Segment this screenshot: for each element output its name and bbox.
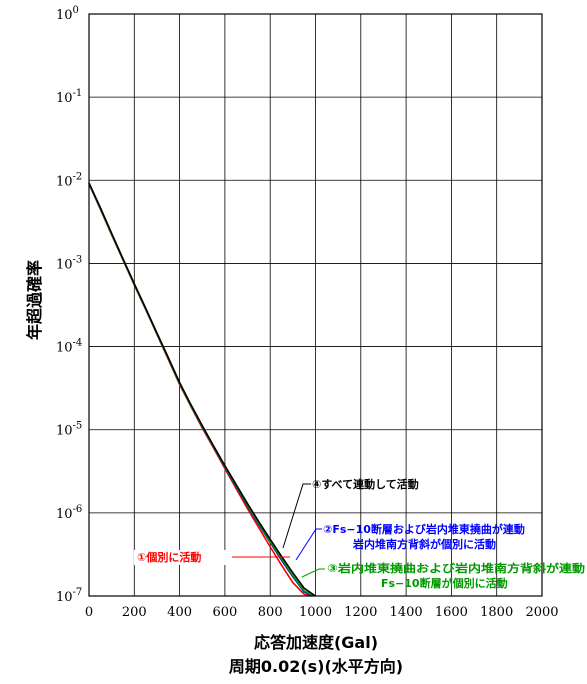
plot-frame (88, 13, 543, 597)
x-tick-label: 800 (258, 605, 283, 620)
annotation-case2-line2: 岩内堆南方背斜が個別に活動 (352, 537, 496, 551)
annotation-case2: ②Fs−10断層および岩内堆東撓曲が連動 岩内堆南方背斜が個別に活動 (323, 522, 525, 551)
x-tick-label: 200 (122, 605, 147, 620)
y-tick-label: 10-5 (56, 421, 82, 439)
x-tick-label: 1000 (299, 605, 332, 620)
y-tick-label: 10-4 (56, 338, 82, 356)
x-tick-label: 1600 (435, 605, 468, 620)
annotation-case2-line1: ②Fs−10断層および岩内堆東撓曲が連動 (323, 522, 525, 536)
series-layer (88, 182, 316, 597)
y-tick-label: 10-7 (56, 587, 82, 605)
annotation-individual-bg (134, 550, 232, 565)
x-tick-label: 400 (167, 605, 192, 620)
annotation-all-linked: ④すべて連動して活動 (312, 477, 419, 491)
annotation-case3-line2: Fs−10断層が個別に活動 (381, 576, 508, 590)
y-tick-label: 10-2 (56, 171, 82, 189)
x-tick-label: 0 (85, 605, 93, 620)
leader-case3 (301, 568, 325, 578)
y-tick-label: 10-6 (56, 504, 82, 522)
annotation-individual-line1: ①個別に活動 (137, 550, 201, 564)
x-tick-label: 2000 (525, 605, 558, 620)
y-tick-label: 10-1 (56, 88, 82, 106)
annotation-case3: ③岩内堆東撓曲および岩内堆南方背斜が連動 Fs−10断層が個別に活動 (327, 561, 585, 590)
x-axis-title: 応答加速度(Gal) (254, 633, 378, 652)
x-tick-label: 600 (212, 605, 237, 620)
annotation-all-linked-line1: ④すべて連動して活動 (312, 477, 419, 491)
annotation-individual: ①個別に活動 (134, 550, 232, 565)
y-axis-title: 年超過確率 (25, 260, 44, 340)
x-tick-label: 1400 (390, 605, 423, 620)
x-tick-label: 1200 (344, 605, 377, 620)
x-tick-labels: 0 200 400 600 800 1000 1200 1400 1600 1800 2000 (85, 605, 559, 620)
annotation-leaders (232, 483, 325, 578)
y-tick-label: 10-3 (56, 254, 82, 272)
leader-all-linked (282, 483, 311, 549)
x-tick-label: 1800 (480, 605, 513, 620)
y-tick-labels: 100 10-1 10-2 10-3 10-4 10-5 10-6 10-7 (56, 5, 82, 605)
annotation-case3-line1: ③岩内堆東撓曲および岩内堆南方背斜が連動 (327, 561, 585, 575)
y-tick-label: 100 (56, 5, 79, 23)
grid (89, 14, 542, 596)
series-line-4 (88, 182, 316, 597)
x-axis-subtitle: 周期0.02(s)(水平方向) (229, 657, 403, 676)
leader-case2 (295, 528, 322, 561)
